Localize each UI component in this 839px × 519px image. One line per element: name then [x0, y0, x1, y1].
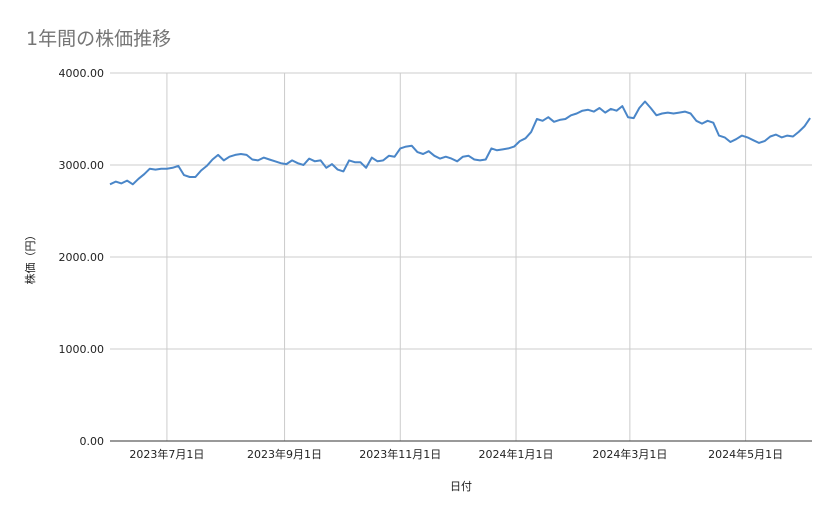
x-tick-label: 2024年1月1日 — [479, 447, 554, 461]
x-axis-ticks: 2023年7月1日 2023年9月1日 2023年11月1日 2024年1月1日 202… — [129, 447, 783, 461]
x-tick-label: 2024年5月1日 — [708, 447, 783, 461]
x-tick-label: 2023年7月1日 — [129, 447, 204, 461]
y-axis-ticks: 0.00 1000.00 2000.00 3000.00 4000.00 — [59, 67, 105, 448]
grid-lines — [110, 72, 812, 441]
chart-title: 1年間の株価推移 — [26, 28, 172, 50]
stock-price-line — [109, 100, 811, 186]
y-tick-label: 3000.00 — [59, 159, 105, 172]
y-tick-label: 2000.00 — [59, 251, 105, 264]
x-tick-label: 2023年9月1日 — [247, 447, 322, 461]
x-tick-label: 2023年11月1日 — [359, 447, 441, 461]
y-tick-label: 1000.00 — [59, 343, 105, 356]
y-tick-label: 4000.00 — [59, 67, 105, 80]
y-tick-label: 0.00 — [80, 435, 105, 448]
x-axis-label: 日付 — [450, 480, 472, 493]
y-axis-label: 株価（円） — [23, 230, 37, 285]
x-tick-label: 2024年3月1日 — [592, 447, 667, 461]
